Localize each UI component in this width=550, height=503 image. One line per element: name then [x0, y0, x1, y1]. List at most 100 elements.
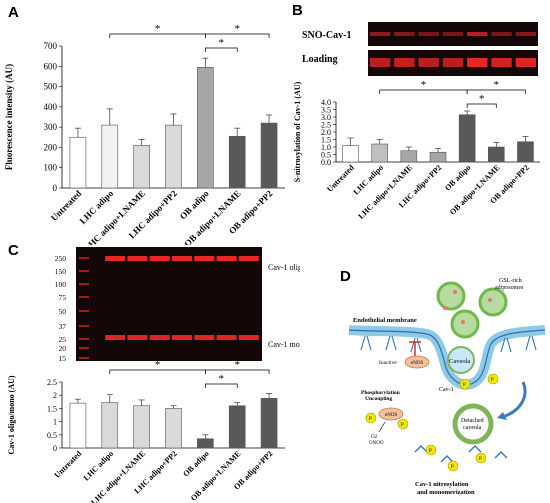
- bar: [342, 145, 359, 163]
- ladder-band: [79, 357, 89, 359]
- lipid-tails: [360, 335, 537, 353]
- significance-asterisk: *: [219, 373, 225, 385]
- significance-asterisk: *: [234, 360, 240, 371]
- sno-band: [394, 32, 415, 36]
- significance-asterisk: *: [155, 360, 161, 371]
- y-tick-label: 600: [44, 61, 58, 71]
- significance-bracket: [205, 47, 238, 52]
- adiposome-1: [436, 281, 466, 311]
- bar: [197, 438, 214, 449]
- bar: [197, 67, 214, 189]
- ladder-label: 20: [59, 344, 67, 353]
- mono-band: [127, 335, 148, 340]
- ladder-label: 50: [59, 307, 67, 316]
- mono-band: [149, 335, 170, 340]
- ladder-label: 150: [55, 267, 67, 276]
- svg-text:P: P: [463, 383, 466, 388]
- panel-letter-b: B: [292, 2, 303, 19]
- bar: [101, 402, 119, 449]
- y-tick-label: 2.0: [321, 128, 331, 137]
- y-tick-label: 1: [53, 418, 57, 427]
- enos-inactive: [404, 355, 430, 369]
- significance-asterisk: *: [479, 93, 485, 105]
- ladder-label: 100: [55, 280, 67, 289]
- membrane-outline: [348, 329, 546, 386]
- blot-c-membrane: [76, 247, 262, 361]
- adiposome-2: [478, 287, 508, 317]
- significance-asterisk: *: [234, 23, 240, 35]
- enos-inactive-label: eNOS: [411, 361, 423, 366]
- significance-asterisk: *: [421, 79, 427, 91]
- bar: [458, 114, 476, 163]
- detached-caveola: [452, 403, 494, 445]
- ladder-label: 15: [59, 354, 67, 363]
- panel-letter-c: C: [8, 242, 19, 259]
- loading-band: [394, 58, 415, 67]
- phospho-1: [459, 378, 471, 390]
- bar: [165, 124, 182, 189]
- significance-bracket: [205, 383, 238, 388]
- y-tick-label: 3.5: [321, 106, 331, 115]
- significance-bracket: [466, 89, 526, 94]
- y-tick-label: 2.5: [47, 378, 57, 387]
- y-tick-label: 0: [53, 444, 57, 453]
- x-tick-label: Untreated: [53, 449, 84, 480]
- y-tick-label: 500: [44, 82, 58, 92]
- ladder-band: [79, 310, 89, 312]
- mono-band: [194, 335, 215, 340]
- endothelial-label: Endothelial membrane: [353, 317, 417, 324]
- y-tick-label: 3.0: [321, 113, 331, 122]
- cav1-monomers: [414, 444, 508, 463]
- caveola-shape: [447, 346, 475, 374]
- y-tick-label: 100: [44, 163, 58, 173]
- y-axis-label: Cav-1 oligo/mono (AU): [7, 375, 16, 454]
- svg-text:ONOO: ONOO: [369, 441, 384, 446]
- y-tick-label: 1.5: [321, 136, 331, 145]
- bar: [69, 136, 87, 189]
- x-tick-label: OB adipo+LNAME: [182, 188, 242, 245]
- sno-band: [369, 32, 391, 36]
- y-axis-label: S-nitrosylation of Cav-1 (AU): [293, 81, 302, 182]
- x-tick-label: LHC adipo+LNAME: [356, 163, 414, 221]
- y-tick-label: 4.0: [321, 98, 331, 107]
- oligo-band: [216, 256, 237, 261]
- ladder-label: 25: [59, 335, 67, 344]
- sno-cav1-label: SNO-Cav-1: [302, 30, 352, 41]
- svg-text:P: P: [491, 378, 494, 383]
- bar: [69, 402, 87, 449]
- y-tick-label: 2.5: [321, 121, 331, 130]
- bar: [165, 408, 182, 449]
- inactive-label: Inactive: [379, 360, 397, 366]
- significance-asterisk: *: [155, 23, 161, 35]
- bar: [400, 150, 418, 163]
- sno-band: [467, 32, 488, 36]
- caption-1: Cav-1 nitrosylation: [415, 481, 469, 488]
- cav1-mono-label: Cav-1 mono: [268, 340, 300, 349]
- bar: [133, 405, 150, 449]
- svg-text:P: P: [401, 423, 404, 428]
- mechanism-diagram: GSL-rich adiposomes Endothelial membrane…: [348, 278, 546, 496]
- loading-band: [491, 58, 512, 67]
- chart-b: 0.00.51.01.52.02.53.03.54.0 S-nitrosylati…: [293, 79, 540, 221]
- significance-asterisk: *: [219, 37, 225, 49]
- oligo-band: [238, 256, 259, 261]
- caption-2: and monomerization: [417, 489, 475, 496]
- svg-text:P: P: [369, 417, 372, 422]
- ladder-band: [79, 296, 89, 298]
- oligo-band: [194, 256, 215, 261]
- bar: [133, 145, 150, 189]
- ladder-band: [79, 270, 89, 272]
- y-tick-label: 0.0: [321, 158, 331, 167]
- y-tick-label: 0: [53, 183, 58, 193]
- mono-band: [105, 335, 126, 340]
- y-tick-label: 200: [44, 142, 58, 152]
- chart-a: 0 100 200 300 400 500 600 700 Fluorescence inten…: [4, 23, 285, 245]
- bar: [228, 135, 246, 189]
- x-tick-label: OB adipo: [181, 449, 210, 478]
- svg-text:P: P: [451, 465, 454, 470]
- bar: [487, 146, 505, 163]
- svg-text:O2: O2: [371, 435, 378, 440]
- bar: [429, 151, 447, 163]
- bar: [260, 122, 278, 189]
- y-tick-label: 1.5: [47, 404, 57, 413]
